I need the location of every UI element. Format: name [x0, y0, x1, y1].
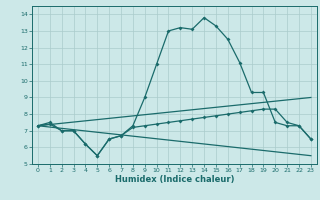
X-axis label: Humidex (Indice chaleur): Humidex (Indice chaleur)	[115, 175, 234, 184]
